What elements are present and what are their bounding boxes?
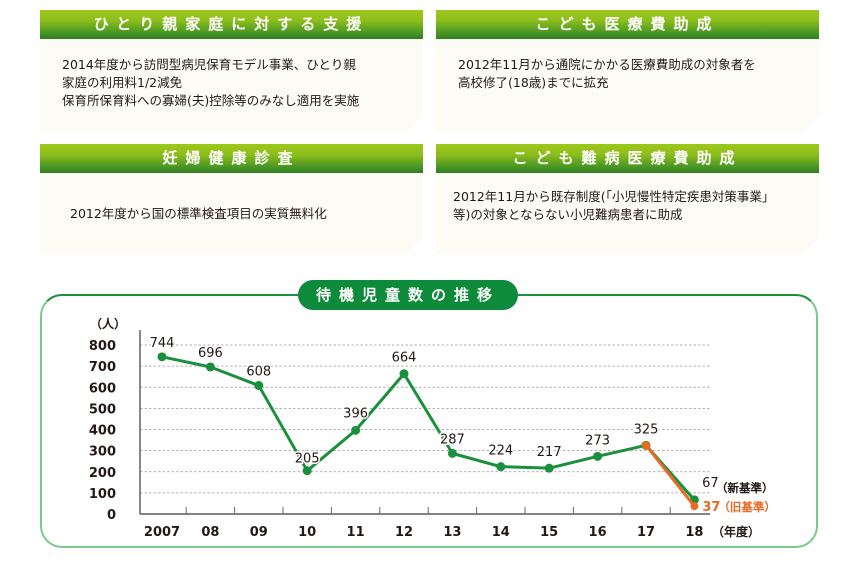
x-axis-label: （年度） (712, 524, 760, 539)
chart-title: 待機児童数の推移 (298, 280, 518, 310)
y-tick-label: 300 (89, 445, 116, 460)
x-tick-label: 15 (540, 525, 558, 540)
x-tick-label: 16 (589, 525, 607, 540)
data-label: 205 (295, 452, 320, 467)
y-tick-label: 600 (89, 381, 116, 396)
y-tick-label: 200 (89, 466, 116, 481)
data-point (447, 448, 457, 458)
x-tick-label: 11 (347, 525, 365, 540)
card-text: 家庭の利用料1/2減免 (62, 75, 183, 90)
x-tick-label: 08 (201, 525, 219, 540)
card-title: こども医療費助成 (436, 10, 819, 39)
card-child-medical-subsidy: こども医療費助成 2012年11月から通院にかかる医療費助成の対象者を 高校修了… (436, 10, 819, 132)
y-tick-label: 400 (89, 424, 116, 439)
y-tick-label: 100 (89, 487, 116, 502)
card-text: 2012年11月から通院にかかる医療費助成の対象者を (458, 57, 756, 72)
legend-new-standard: （新基準） (716, 481, 774, 495)
y-tick-label: 0 (107, 508, 116, 523)
data-label: 608 (246, 365, 271, 380)
y-axis-label: （人） (90, 316, 126, 331)
data-label: 664 (392, 351, 417, 366)
data-label: 744 (150, 336, 175, 351)
data-label: 287 (440, 432, 465, 447)
data-point (157, 352, 167, 362)
card-text: 保育所保育料への寡婦(夫)控除等のみなし適用を実施 (62, 93, 360, 108)
card-text: 2012年11月から既存制度(「小児慢性特定疾患対策事業」 (453, 189, 775, 204)
x-tick-label: 2007 (144, 525, 180, 540)
data-point (690, 502, 699, 511)
card-child-intractable-disease-subsidy: こども難病医療費助成 2012年11月から既存制度(「小児慢性特定疾患対策事業」… (436, 144, 819, 254)
card-title: ひとり親家庭に対する支援 (40, 10, 423, 39)
data-point (496, 462, 506, 472)
x-tick-label: 14 (492, 525, 510, 540)
data-point (642, 441, 650, 450)
data-point (544, 463, 554, 473)
x-tick-label: 17 (637, 525, 655, 540)
card-title: 妊婦健康診査 (40, 144, 423, 173)
data-label: 396 (343, 406, 368, 421)
data-label: 273 (585, 433, 610, 448)
x-tick-label: 12 (395, 525, 413, 540)
x-tick-label: 09 (250, 525, 268, 540)
card-prenatal-checkup: 妊婦健康診査 2012年度から国の標準検査項目の実質無料化 (40, 144, 423, 254)
x-tick-label: 18 (685, 525, 703, 540)
card-text: 等)の対象とならない小児難病患者に助成 (453, 207, 683, 222)
data-point (399, 369, 409, 379)
data-point (593, 451, 603, 461)
card-text: 高校修了(18歳)までに拡充 (458, 75, 609, 90)
data-label: 325 (634, 422, 659, 437)
data-label: 224 (488, 444, 513, 459)
card-title: こども難病医療費助成 (436, 144, 819, 173)
y-tick-label: 800 (89, 339, 116, 354)
data-point (302, 466, 312, 476)
card-text: 2012年度から国の標準検査項目の実質無料化 (70, 206, 327, 221)
data-point (351, 425, 361, 435)
x-tick-label: 13 (443, 525, 461, 540)
legend-old-standard: （旧基準） (718, 500, 776, 514)
series-line-new-standard (161, 355, 696, 501)
y-tick-label: 700 (89, 360, 116, 375)
x-tick-label: 10 (298, 525, 316, 540)
data-label: 67 (702, 476, 719, 491)
data-point (205, 362, 215, 372)
data-label: 217 (537, 445, 562, 460)
y-tick-label: 500 (89, 402, 116, 417)
data-point (254, 381, 264, 391)
card-single-parent-support: ひとり親家庭に対する支援 2014年度から訪問型病児保育モデル事業、ひとり親 家… (40, 10, 423, 132)
series-line-old-standard (644, 444, 696, 508)
data-label-old: 37 (702, 500, 720, 515)
card-text: 2014年度から訪問型病児保育モデル事業、ひとり親 (62, 57, 356, 72)
data-label: 696 (198, 346, 223, 361)
